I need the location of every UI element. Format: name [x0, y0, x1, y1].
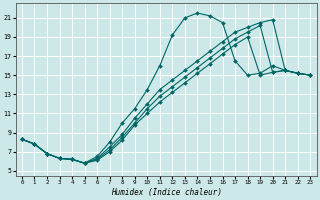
X-axis label: Humidex (Indice chaleur): Humidex (Indice chaleur) [111, 188, 221, 197]
